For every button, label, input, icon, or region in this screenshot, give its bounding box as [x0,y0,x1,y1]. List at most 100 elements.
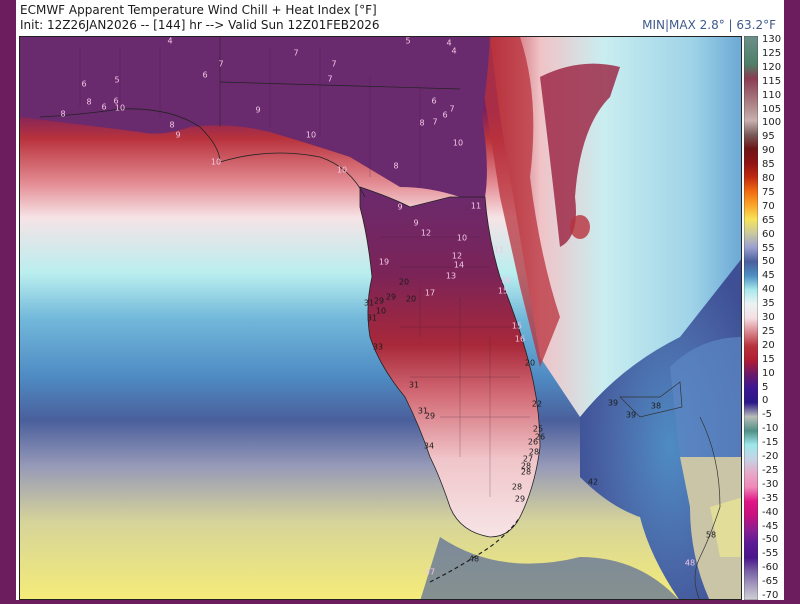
station-value: 25 [532,424,544,434]
colorbar-tick-label: 45 [762,270,775,282]
colorbar-tick-label: 130 [762,34,782,45]
colorbar-tick-label: 125 [762,47,782,59]
station-value: 17 [424,288,436,298]
colorbar-tick-label: -70 [762,590,779,601]
station-value: 10 [210,157,222,167]
colorbar-ticks: 130 125 120 115 110 105 100 95 90 85 80 75 70 65 60 55 5… [760,34,784,601]
colorbar-tick-label: -50 [762,534,779,546]
station-value: 33 [372,342,384,352]
temperature-field [20,37,741,599]
colorbar-tick-label: -45 [762,520,779,532]
station-value: 4 [167,36,173,46]
colorbar-tick-label: 50 [762,256,775,268]
colorbar-tick-label: 105 [762,103,782,115]
station-value: 7 [331,59,337,69]
station-value: 9 [255,105,261,115]
colorbar-tick-label: 120 [762,61,782,73]
colorbar-tick-label: -20 [762,451,779,462]
colorbar-tick-label: 25 [762,325,775,337]
station-value: 14 [453,260,465,270]
station-value: 22 [531,399,543,409]
station-value: 8 [60,109,66,119]
station-value: 27 [522,454,534,464]
station-value: 6 [202,70,208,80]
station-value: 20 [398,277,410,287]
colorbar-tick-label: -60 [762,562,779,574]
colorbar-tick-label: -25 [762,464,779,476]
station-value: 48 [684,558,696,568]
colorbar-tick-label: 55 [762,242,775,254]
colorbar-tick-label: 20 [762,339,775,351]
colorbar-tick-label: 95 [762,131,775,143]
colorbar-tick-label: 80 [762,173,775,184]
station-value: 31 [408,380,420,390]
station-value: 26 [534,432,546,442]
colorbar-tick-label: -55 [762,548,779,560]
colorbar-tick-label: 110 [762,89,782,101]
station-value: 20 [524,358,536,368]
colorbar-tick-label: 35 [762,298,775,310]
colorbar-tick-label: 85 [762,159,775,171]
station-value: 34 [423,441,435,451]
station-value: 5 [114,75,120,85]
station-value: 29 [424,411,436,421]
station-value: 13 [445,271,457,281]
station-value: 16 [514,334,526,344]
station-value: 19 [378,257,390,267]
station-value: 31 [417,406,429,416]
colorbar-tick-label: -5 [762,409,772,421]
station-value: 58 [705,530,717,540]
station-value: 4 [446,38,452,48]
station-value: 7 [432,117,438,127]
station-value: 48 [468,554,480,564]
station-value: 7 [327,74,333,84]
station-value: 9 [175,130,181,140]
colorbar-tick-label: -15 [762,437,779,449]
station-value: 11 [493,245,505,255]
colorbar-tick-label: 15 [762,353,775,365]
colorbar-tick-label: 100 [762,117,782,129]
station-value: 11 [470,201,482,211]
station-value: 47 [424,567,436,577]
figure-title-block: ECMWF Apparent Temperature Wind Chill + … [20,3,380,33]
station-value: 28 [511,482,523,492]
colorbar-tick-label: -30 [762,478,779,490]
station-value: 6 [101,102,107,112]
station-value: 8 [419,118,425,128]
colorbar-tick-label: 75 [762,186,775,198]
station-value: 10 [452,138,464,148]
station-value: 10 [456,233,468,243]
figure-title: ECMWF Apparent Temperature Wind Chill + … [20,3,377,17]
colorbar-gradient [743,35,759,601]
colorbar-tick-label: 30 [762,312,775,323]
colorbar-tick-label: 60 [762,228,775,240]
station-value: 6 [442,110,448,120]
colorbar-tick-label: 5 [762,381,769,393]
station-value: 10 [114,103,126,113]
colorbar-tick-label: -40 [762,506,779,518]
station-value: 15 [511,321,523,331]
station-value: 10 [305,130,317,140]
station-value: 15 [497,286,509,296]
colorbar-tick-label: -35 [762,492,779,504]
colorbar-tick-label: 0 [762,395,769,407]
station-value: 6 [431,96,437,106]
station-value: 28 [520,461,532,471]
station-value: 12 [451,251,463,261]
station-value: 28 [520,467,532,477]
station-value: 16 [500,275,512,285]
station-value: 7 [293,48,299,58]
init-valid-time: Init: 12Z26JAN2026 -- [144] hr --> Valid… [20,18,380,32]
station-value: 12 [420,228,432,238]
min-max-readout: MIN|MAX 2.8° | 63.2°F [642,18,776,32]
colorbar-tick-label: 10 [762,367,775,379]
colorbar-tick-label: 115 [762,75,782,87]
colorbar-tick-label: -10 [762,423,779,435]
weather-map: 4 5 6 6 7 7 7 7 5 4 4 8 6 6 10 8 9 8 9 6 7 6 8 7 10 10 10 10 8 9 9 11 12… [19,36,742,600]
colorbar-tick-label: 40 [762,284,775,296]
station-value: 6 [81,79,87,89]
station-value: 7 [218,59,224,69]
colorbar-tick-label: 70 [762,200,775,212]
station-value: 10 [336,165,348,175]
station-value: 28 [528,447,540,457]
